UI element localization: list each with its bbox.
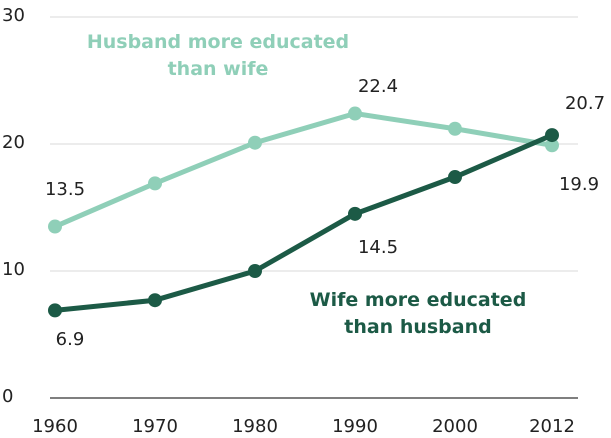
data-labels: 13.5 22.4 19.9 6.9 14.5 20.7 bbox=[45, 76, 605, 350]
series-labels: Husband more educated than wife Wife more … bbox=[87, 31, 526, 338]
data-point-husband-2012 bbox=[545, 138, 559, 153]
series-line-wife bbox=[52, 132, 555, 313]
series-name-wife-line-1: Wife more educated bbox=[310, 289, 527, 311]
data-point-wife-2000 bbox=[448, 170, 462, 185]
series-husband bbox=[48, 106, 559, 234]
series-wife bbox=[48, 128, 559, 318]
series-name-husband-line-2: than wife bbox=[168, 58, 269, 80]
series-name-husband-line-1: Husband more educated bbox=[87, 31, 349, 53]
data-point-husband-1970 bbox=[148, 176, 162, 191]
x-tick-label-1990: 1990 bbox=[332, 416, 378, 437]
data-point-wife-1980 bbox=[248, 264, 262, 278]
x-axis-ticks: 1960 1970 1980 1990 2000 2012 bbox=[32, 416, 575, 437]
data-point-husband-2000 bbox=[448, 121, 462, 136]
y-tick-label-10: 10 bbox=[2, 259, 25, 280]
y-tick-label-0: 0 bbox=[2, 386, 13, 407]
data-label-husband-2012: 19.9 bbox=[559, 174, 599, 195]
x-tick-label-2012: 2012 bbox=[529, 416, 575, 437]
series-name-wife-line-2: than husband bbox=[344, 316, 491, 338]
x-tick-label-1970: 1970 bbox=[132, 416, 178, 437]
data-point-wife-1960 bbox=[48, 303, 62, 318]
x-tick-label-1960: 1960 bbox=[32, 416, 78, 437]
data-label-husband-1960: 13.5 bbox=[45, 179, 85, 200]
data-point-husband-1960 bbox=[48, 219, 62, 234]
series-layer bbox=[48, 106, 559, 318]
y-tick-label-20: 20 bbox=[2, 132, 25, 153]
data-point-wife-1990 bbox=[348, 206, 362, 221]
data-point-wife-1970 bbox=[148, 293, 162, 308]
y-axis-ticks: 0 10 20 30 bbox=[2, 5, 25, 407]
data-point-husband-1980 bbox=[248, 135, 262, 150]
data-point-wife-2012 bbox=[545, 128, 559, 143]
y-tick-label-30: 30 bbox=[2, 5, 25, 26]
series-line-husband bbox=[52, 111, 555, 230]
data-label-husband-1990: 22.4 bbox=[358, 76, 398, 97]
x-tick-label-2000: 2000 bbox=[432, 416, 478, 437]
data-point-husband-1990 bbox=[348, 106, 362, 121]
grid-layer bbox=[50, 16, 578, 399]
x-tick-label-1980: 1980 bbox=[232, 416, 278, 437]
data-label-wife-1990: 14.5 bbox=[358, 237, 398, 258]
data-label-wife-1960: 6.9 bbox=[56, 329, 85, 350]
data-label-wife-2012: 20.7 bbox=[565, 93, 605, 114]
